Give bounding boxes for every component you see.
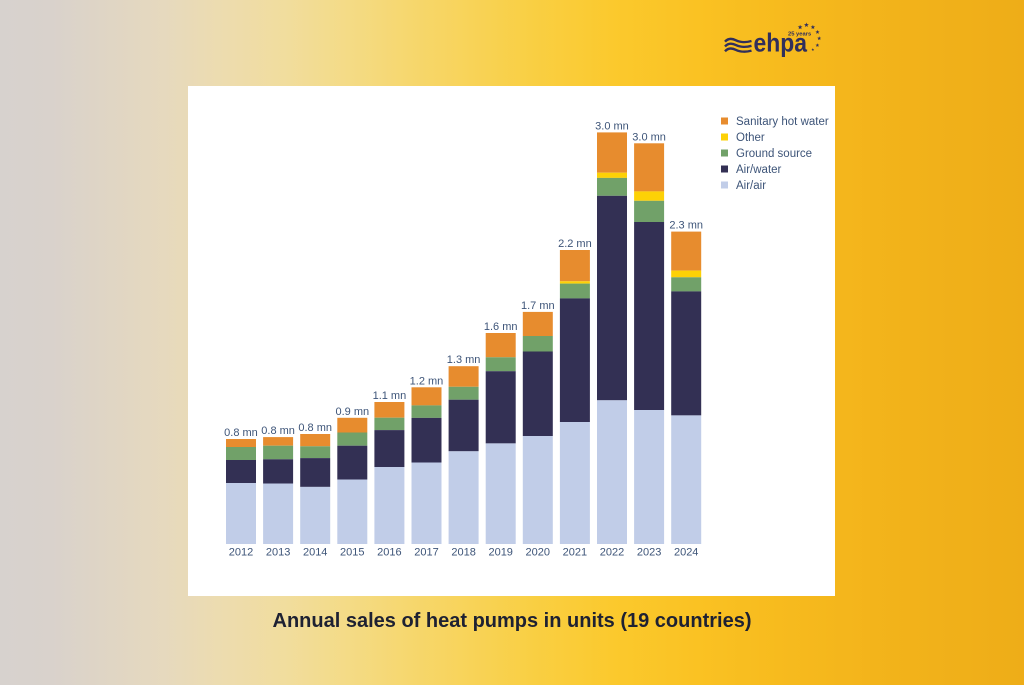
svg-text:2012: 2012 [229,547,253,559]
svg-text:2013: 2013 [266,547,290,559]
svg-text:0.8 mn: 0.8 mn [298,422,332,434]
svg-text:2020: 2020 [526,547,550,559]
svg-text:2014: 2014 [303,547,327,559]
svg-text:25 years: 25 years [788,32,811,38]
svg-text:2023: 2023 [637,547,661,559]
svg-text:Air/water: Air/water [736,164,782,176]
svg-text:3.0 mn: 3.0 mn [595,120,629,132]
svg-text:1.2 mn: 1.2 mn [410,375,444,387]
svg-text:Other: Other [736,132,765,144]
svg-text:0.9 mn: 0.9 mn [335,406,369,418]
svg-text:1.7 mn: 1.7 mn [521,300,555,312]
svg-text:2021: 2021 [563,547,587,559]
svg-text:2015: 2015 [340,547,364,559]
svg-text:2017: 2017 [414,547,438,559]
svg-text:Ground source: Ground source [736,148,812,160]
svg-text:2022: 2022 [600,547,624,559]
svg-text:1.3 mn: 1.3 mn [447,354,481,366]
svg-text:2.3 mn: 2.3 mn [669,220,703,232]
svg-text:2016: 2016 [377,547,401,559]
svg-text:2018: 2018 [451,547,475,559]
svg-text:3.0 mn: 3.0 mn [632,131,666,143]
svg-text:Air/air: Air/air [736,180,766,192]
svg-text:0.8 mn: 0.8 mn [224,427,258,439]
svg-text:1.1 mn: 1.1 mn [373,390,407,402]
svg-text:0.8 mn: 0.8 mn [261,425,295,437]
svg-text:Sanitary hot water: Sanitary hot water [736,116,829,128]
svg-text:2.2 mn: 2.2 mn [558,238,592,250]
svg-text:2024: 2024 [674,547,698,559]
svg-text:1.6 mn: 1.6 mn [484,321,518,333]
svg-text:ehpa: ehpa [754,28,808,58]
svg-text:2019: 2019 [488,547,512,559]
